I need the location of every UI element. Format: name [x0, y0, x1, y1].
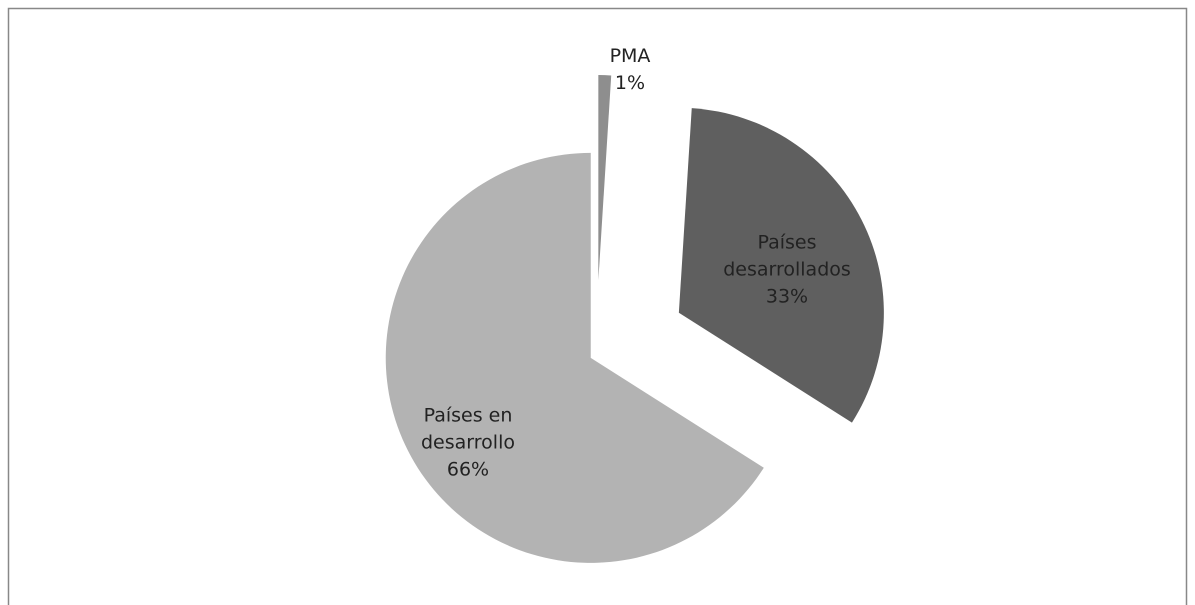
slice-percent: 1%	[614, 72, 646, 94]
pie-slice	[678, 108, 884, 423]
slice-percent: 33%	[765, 285, 809, 308]
slice-percent: 66%	[446, 458, 490, 481]
slice-name: Países en desarrollo	[421, 404, 515, 454]
slice-label: Países desarrollados 33%	[712, 230, 862, 311]
chart-frame	[7, 7, 1188, 605]
slice-label: PMA 1%	[590, 43, 670, 97]
pie-slice	[598, 75, 612, 281]
slice-name: Países desarrollados	[723, 231, 851, 281]
slice-label: Países en desarrollo 66%	[408, 403, 528, 484]
slice-name: PMA	[609, 45, 651, 67]
pie-slice	[385, 152, 764, 563]
